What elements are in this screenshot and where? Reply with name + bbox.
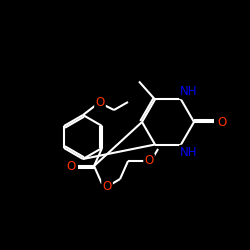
- Text: NH: NH: [180, 85, 198, 98]
- Text: NH: NH: [180, 146, 198, 159]
- Text: O: O: [96, 96, 104, 110]
- Text: O: O: [218, 116, 226, 128]
- Text: O: O: [66, 160, 76, 172]
- Text: O: O: [102, 180, 112, 194]
- Text: O: O: [144, 154, 154, 168]
